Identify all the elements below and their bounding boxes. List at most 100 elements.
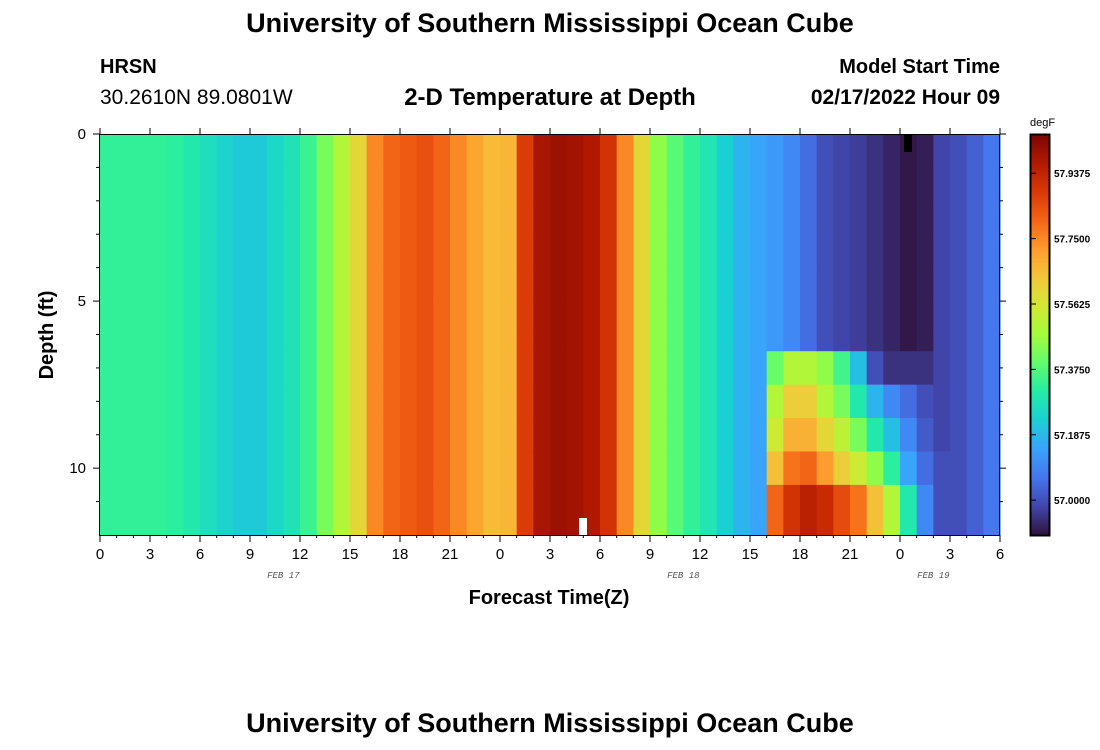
heatmap-cell [650, 134, 668, 169]
heatmap-cell [733, 518, 751, 536]
heatmap-cell [616, 351, 634, 386]
heatmap-cell [283, 351, 301, 386]
heatmap-cell [250, 301, 268, 336]
heatmap-cell [583, 484, 601, 519]
heatmap-cell [950, 518, 968, 536]
heatmap-cell [550, 167, 568, 202]
heatmap-cell [816, 384, 834, 419]
heatmap-cell [400, 518, 418, 536]
heatmap-cell [533, 384, 551, 419]
heatmap-cell [816, 518, 834, 536]
heatmap-cell [733, 134, 751, 169]
heatmap-cell [600, 518, 618, 536]
heatmap-cell [650, 334, 668, 352]
heatmap-cell [200, 451, 218, 486]
colorbar-frame [1029, 133, 1051, 537]
heatmap-cell [516, 351, 534, 386]
heatmap-cell [800, 334, 818, 352]
heatmap-cell [700, 200, 718, 235]
figure-title: University of Southern Mississippi Ocean… [246, 8, 854, 38]
heatmap-cell [183, 484, 201, 519]
heatmap-cell [116, 167, 134, 202]
heatmap-cell [650, 301, 668, 336]
heatmap-cell [683, 384, 701, 419]
heatmap-cell [933, 134, 951, 169]
heatmap-cell [333, 418, 351, 453]
heatmap-cell [816, 200, 834, 235]
heatmap-cell [983, 234, 1001, 269]
heatmap-cell [383, 484, 401, 519]
heatmap-cell [483, 451, 501, 486]
heatmap-cell [450, 518, 468, 536]
heatmap-cell [200, 301, 218, 336]
heatmap-cell [216, 484, 234, 519]
heatmap-cell [250, 351, 268, 386]
heatmap-cell [583, 301, 601, 336]
heatmap-cell [583, 267, 601, 302]
heatmap-cell [966, 384, 984, 419]
heatmap-cell [833, 518, 851, 536]
heatmap-cell [300, 267, 318, 302]
heatmap-cell [916, 351, 934, 386]
heatmap-cell [483, 351, 501, 386]
heatmap-cell [616, 384, 634, 419]
heatmap-cell [250, 484, 268, 519]
heatmap-cell [466, 484, 484, 519]
heatmap-cell [233, 200, 251, 235]
heatmap-cell [333, 351, 351, 386]
heatmap-cell [300, 134, 318, 169]
heatmap-cell [433, 451, 451, 486]
heatmap-cell [500, 351, 518, 386]
heatmap-cell [800, 167, 818, 202]
heatmap-cell [400, 484, 418, 519]
heatmap-cell [850, 484, 868, 519]
heatmap-cell [866, 418, 884, 453]
heatmap-cell [733, 200, 751, 235]
heatmap-cell [800, 134, 818, 169]
heatmap-cell [216, 351, 234, 386]
heatmap-cell [366, 418, 384, 453]
heatmap-cell [283, 518, 301, 536]
heatmap-cell [800, 418, 818, 453]
heatmap-cell [650, 234, 668, 269]
heatmap-cell [383, 167, 401, 202]
heatmap-cell [116, 384, 134, 419]
heatmap-cell [250, 134, 268, 169]
heatmap-cell [950, 301, 968, 336]
heatmap-cell [700, 167, 718, 202]
heatmap-cell [666, 167, 684, 202]
heatmap-cell [833, 200, 851, 235]
heatmap-cell [900, 351, 918, 386]
heatmap-cell [916, 234, 934, 269]
heatmap-cell [416, 384, 434, 419]
heatmap-cell [850, 451, 868, 486]
heatmap-cell [433, 267, 451, 302]
heatmap-cell [366, 134, 384, 169]
heatmap-cell [483, 518, 501, 536]
heatmap-cell [216, 301, 234, 336]
heatmap-cell [266, 334, 284, 352]
heatmap-cell [133, 200, 151, 235]
heatmap-cell [366, 484, 384, 519]
heatmap-cell [533, 301, 551, 336]
heatmap-cell [666, 334, 684, 352]
heatmap-cell [666, 267, 684, 302]
heatmap-cell [616, 200, 634, 235]
heatmap-cell [633, 234, 651, 269]
heatmap-cell [783, 167, 801, 202]
heatmap-cell [833, 334, 851, 352]
heatmap-cell [600, 267, 618, 302]
x-tick-label: 21 [842, 546, 859, 563]
heatmap-cell [516, 267, 534, 302]
heatmap-cell [150, 418, 168, 453]
heatmap-cell [883, 200, 901, 235]
heatmap-cell [300, 167, 318, 202]
heatmap-cell [266, 234, 284, 269]
heatmap-cell [200, 167, 218, 202]
heatmap-cell [733, 234, 751, 269]
heatmap-cell [566, 351, 584, 386]
heatmap-cell [316, 334, 334, 352]
heatmap-cell [333, 200, 351, 235]
heatmap-cell [783, 418, 801, 453]
heatmap-cell [983, 267, 1001, 302]
